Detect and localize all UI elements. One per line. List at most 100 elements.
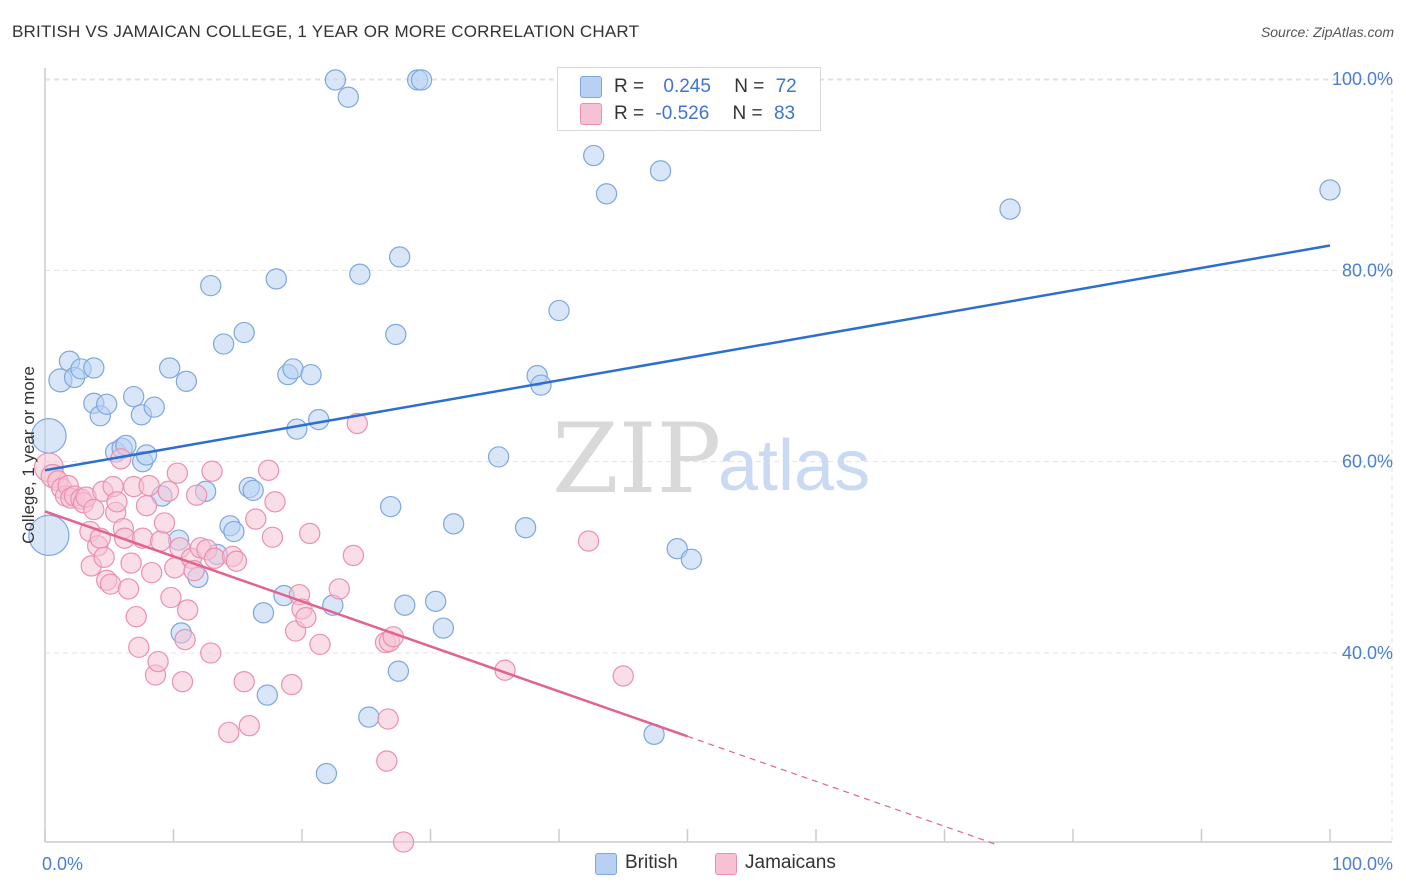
jamaican-point xyxy=(93,546,115,569)
jamaican-points xyxy=(33,412,634,853)
british-point xyxy=(308,408,330,431)
british-point xyxy=(223,520,245,543)
jamaican-point xyxy=(99,573,122,595)
jamaican-point xyxy=(176,599,199,621)
jamaican-point xyxy=(157,480,180,502)
jamaican-point xyxy=(135,495,158,517)
jamaican-trend-extension xyxy=(687,735,997,845)
british-point xyxy=(649,160,672,182)
british-point xyxy=(442,513,465,535)
jamaican-point xyxy=(377,708,399,730)
british-point xyxy=(337,86,359,108)
jamaican-r-label: R = xyxy=(614,103,645,124)
jamaican-point xyxy=(612,665,634,687)
jamaican-point xyxy=(201,460,223,482)
british-point xyxy=(410,69,433,91)
british-legend-swatch xyxy=(595,853,617,875)
british-point xyxy=(158,357,181,379)
british-point xyxy=(424,590,447,613)
jamaican-point xyxy=(166,462,189,484)
jamaican-point xyxy=(299,522,321,545)
jamaican-swatch xyxy=(580,103,602,125)
jamaican-point xyxy=(147,650,169,673)
jamaican-point xyxy=(128,636,150,658)
british-point xyxy=(1319,179,1341,201)
british-point xyxy=(212,333,235,355)
grid xyxy=(45,78,1393,842)
y-axis-title: College, 1 year or more xyxy=(19,366,38,544)
british-point xyxy=(388,246,411,268)
british-point xyxy=(200,274,222,297)
jamaican-point xyxy=(185,484,208,506)
jamaican-point xyxy=(577,530,600,552)
jamaican-point xyxy=(225,550,248,572)
british-trend-line xyxy=(44,244,1331,472)
jamaican-point xyxy=(346,412,368,435)
british-point xyxy=(265,268,287,290)
british-point xyxy=(514,517,537,539)
british-point xyxy=(143,396,165,418)
jamaican-point xyxy=(295,606,317,629)
x-tick-label-max: 100.0% xyxy=(1332,854,1393,874)
jamaican-point xyxy=(376,750,398,772)
british-point xyxy=(358,706,380,728)
jamaican-point xyxy=(83,498,105,521)
jamaican-point xyxy=(117,578,140,600)
jamaican-point xyxy=(120,552,142,574)
jamaican-point xyxy=(392,831,415,853)
jamaican-point xyxy=(309,633,331,656)
jamaican-point xyxy=(138,474,160,497)
british-point xyxy=(83,357,105,379)
jamaican-point xyxy=(342,544,365,567)
jamaican-point xyxy=(174,628,196,651)
jamaican-n-label: N = xyxy=(732,103,763,124)
jamaican-r-value: -0.526 xyxy=(655,103,710,124)
jamaican-point xyxy=(140,561,163,584)
watermark-atlas: atlas xyxy=(718,426,870,506)
source-label: Source: ZipAtlas.com xyxy=(1260,24,1394,40)
x-tick-label-min: 0.0% xyxy=(42,854,83,874)
british-n-label: N = xyxy=(734,76,765,97)
jamaican-point xyxy=(218,721,240,744)
jamaican-point xyxy=(257,459,280,481)
british-point xyxy=(999,198,1021,220)
british-legend-label: British xyxy=(625,852,678,873)
british-point xyxy=(252,602,275,624)
jamaican-point xyxy=(245,508,267,530)
jamaican-legend-swatch xyxy=(715,853,737,875)
jamaican-n-value: 83 xyxy=(773,103,796,124)
jamaican-point xyxy=(160,586,182,609)
jamaican-point xyxy=(264,491,286,513)
jamaican-point xyxy=(281,673,303,696)
british-point xyxy=(28,514,70,557)
british-swatch xyxy=(580,76,602,98)
british-point xyxy=(286,418,308,440)
british-point xyxy=(379,495,402,518)
jamaican-legend-label: Jamaicans xyxy=(745,852,836,873)
british-point xyxy=(349,263,371,285)
trend-lines xyxy=(44,244,1331,845)
y-tick-label: 60.0% xyxy=(1342,452,1393,472)
y-tick-label: 80.0% xyxy=(1342,260,1393,280)
british-point xyxy=(595,183,618,205)
british-point xyxy=(487,446,510,468)
british-point xyxy=(680,548,703,570)
british-point xyxy=(233,321,255,344)
jamaican-point xyxy=(328,578,350,600)
jamaican-point xyxy=(238,715,260,737)
british-points xyxy=(28,69,1341,785)
jamaican-point xyxy=(125,605,147,628)
jamaican-point xyxy=(233,671,255,693)
y-tick-labels: 40.0% 60.0% 80.0% 100.0% xyxy=(1332,69,1393,663)
british-point xyxy=(256,684,278,706)
jamaican-point xyxy=(153,512,176,534)
watermark: ZIP atlas xyxy=(552,403,870,515)
jamaican-trend-line xyxy=(44,510,688,738)
chart-title: BRITISH VS JAMAICAN COLLEGE, 1 YEAR OR M… xyxy=(12,22,640,41)
correlation-legend: R = 0.245 N = 72 R = -0.526 N = 83 xyxy=(557,67,821,131)
british-r-value: 0.245 xyxy=(663,76,711,97)
british-point xyxy=(387,660,410,682)
british-point xyxy=(242,479,264,502)
british-point xyxy=(282,358,304,380)
